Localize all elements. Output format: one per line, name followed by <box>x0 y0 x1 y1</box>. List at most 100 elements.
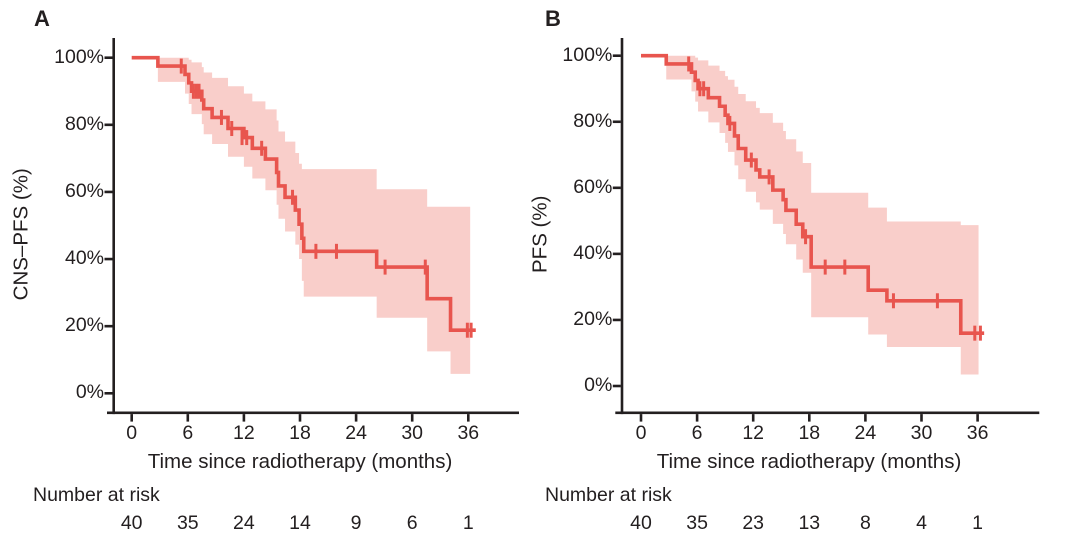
survival-curve <box>131 55 476 333</box>
censor-mark <box>728 115 732 131</box>
x-axis-title-b: Time since radiotherapy (months) <box>656 450 962 473</box>
y-axis-tick <box>612 54 621 57</box>
x-axis-tick <box>130 414 133 422</box>
x-axis-tick <box>920 414 923 422</box>
y-tick-label: 40% <box>573 241 613 264</box>
km-plot-b <box>612 38 1040 422</box>
y-axis-tick <box>612 384 621 388</box>
x-tick-label: 24 <box>854 422 877 444</box>
censor-mark <box>260 140 264 156</box>
y-tick-label: 40% <box>64 247 104 270</box>
x-tick-label: 24 <box>345 422 367 444</box>
x-axis-title-a: Time since radiotherapy (months) <box>147 450 453 473</box>
x-axis-tick <box>467 414 470 422</box>
x-tick-label: 18 <box>289 422 311 444</box>
y-axis-tick <box>104 392 113 395</box>
censor-mark <box>891 293 895 309</box>
censor-mark <box>240 130 244 146</box>
risk-count: 1 <box>462 512 474 534</box>
censor-mark <box>334 243 338 259</box>
y-tick-label: 60% <box>64 179 104 202</box>
ci-band <box>157 57 471 374</box>
y-tick-label: 100% <box>54 45 104 68</box>
x-axis-tick <box>751 414 755 422</box>
censor-mark <box>194 83 198 99</box>
censor-mark <box>935 293 939 309</box>
y-axis-tick <box>612 120 621 124</box>
x-axis-tick <box>864 414 867 422</box>
risk-count: 4 <box>916 512 927 534</box>
censor-mark <box>230 121 234 137</box>
y-tick-label: 0% <box>584 374 613 396</box>
y-tick-label: 20% <box>64 314 104 337</box>
censor-mark <box>804 229 808 245</box>
y-axis-tick <box>612 186 621 190</box>
x-axis-tick <box>808 414 811 422</box>
risk-count: 35 <box>176 512 199 534</box>
y-axis-tick <box>104 324 113 328</box>
x-tick-label: 30 <box>910 422 933 444</box>
censor-mark <box>687 56 691 72</box>
risk-count: 40 <box>120 512 143 534</box>
y-axis-tick <box>104 190 113 194</box>
x-axis-tick <box>186 414 190 422</box>
x-tick-label: 30 <box>401 422 424 444</box>
censor-mark <box>702 81 706 97</box>
y-axis-line <box>620 38 624 415</box>
risk-count: 14 <box>289 512 311 534</box>
censor-mark <box>179 58 183 74</box>
x-tick-label: 18 <box>798 422 821 444</box>
censor-mark <box>245 130 249 146</box>
y-tick-label: 80% <box>64 112 104 135</box>
panel-letter-a: A <box>34 6 50 31</box>
risk-count: 23 <box>742 512 765 534</box>
y-axis-tick <box>104 123 113 127</box>
ci-band <box>666 55 979 375</box>
y-axis-title-b: PFS (%) <box>528 195 552 274</box>
y-axis-tick <box>104 257 113 261</box>
x-axis-tick <box>639 414 643 422</box>
x-axis-tick <box>242 414 246 422</box>
censor-mark <box>423 259 427 275</box>
panel-a: A CNS–PFS (%) Time since radiotherapy (m… <box>10 6 519 534</box>
censor-mark <box>469 322 473 338</box>
risk-count: 24 <box>233 512 255 534</box>
km-plot-a <box>104 38 519 422</box>
x-tick-label: 6 <box>691 422 703 444</box>
risk-count: 6 <box>406 512 418 534</box>
risk-count: 8 <box>859 512 871 534</box>
risk-count: 1 <box>972 512 984 534</box>
number-at-risk-label-b: Number at risk <box>545 484 672 506</box>
x-tick-label: 36 <box>966 422 989 444</box>
censor-mark <box>823 259 827 275</box>
censor-mark <box>749 152 753 168</box>
x-tick-label: 36 <box>457 422 480 444</box>
risk-count: 35 <box>686 512 708 534</box>
censor-mark <box>191 83 195 99</box>
censor-mark <box>314 243 318 259</box>
censor-mark <box>219 109 223 125</box>
censor-mark <box>767 169 771 185</box>
x-tick-label: 12 <box>233 422 255 444</box>
x-tick-label: 0 <box>126 422 138 444</box>
x-axis-tick <box>298 414 302 422</box>
y-tick-label: 80% <box>573 109 613 132</box>
x-axis-tick <box>695 414 699 422</box>
risk-count: 40 <box>630 512 652 534</box>
y-axis-tick <box>612 318 621 322</box>
y-axis-line <box>112 38 115 415</box>
y-tick-label: 0% <box>75 381 104 404</box>
x-tick-label: 0 <box>635 422 647 444</box>
risk-count: 9 <box>350 512 362 534</box>
censor-mark <box>973 325 977 341</box>
censor-mark <box>698 81 702 97</box>
y-tick-label: 20% <box>573 307 613 330</box>
censor-mark <box>291 189 295 205</box>
censor-mark <box>383 259 387 275</box>
y-tick-label: 100% <box>562 43 613 66</box>
x-axis-line <box>615 411 1040 415</box>
panel-b: B PFS (%) Time since radiotherapy (month… <box>508 0 1080 551</box>
risk-count: 13 <box>798 512 821 534</box>
number-at-risk-label-a: Number at risk <box>33 484 160 506</box>
